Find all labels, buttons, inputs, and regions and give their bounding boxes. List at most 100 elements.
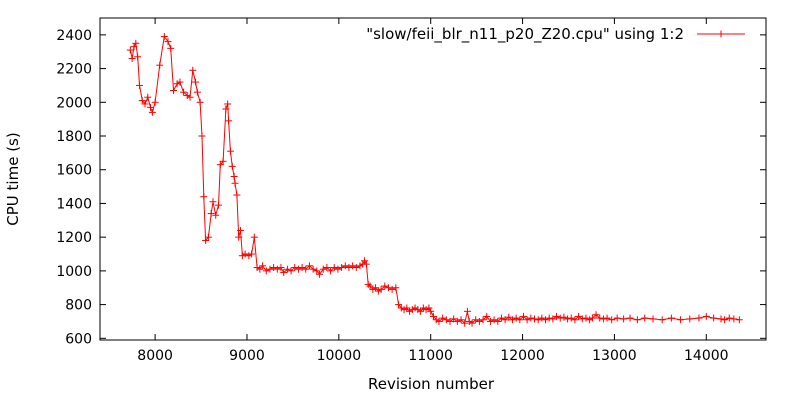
data-point	[439, 314, 447, 322]
data-point	[695, 314, 703, 322]
data-point	[658, 316, 666, 324]
data-point	[534, 316, 542, 324]
data-point	[126, 46, 134, 54]
data-point	[224, 100, 232, 108]
data-point	[735, 316, 743, 324]
data-point	[377, 285, 385, 293]
y-tick-label: 600	[65, 331, 92, 347]
y-tick-label: 1400	[56, 196, 92, 212]
data-point	[352, 264, 360, 272]
data-point	[136, 81, 144, 89]
data-point	[564, 315, 572, 323]
data-point	[527, 314, 535, 322]
x-axis-title: Revision number	[368, 375, 495, 393]
x-tick-label: 14000	[684, 348, 729, 364]
data-point	[341, 262, 349, 270]
data-point	[435, 317, 443, 325]
data-point	[599, 315, 607, 323]
data-point	[603, 314, 611, 322]
data-point	[575, 312, 583, 320]
data-point	[196, 98, 204, 106]
data-point	[262, 267, 270, 275]
data-point	[134, 53, 142, 61]
data-point	[730, 315, 738, 323]
data-point	[198, 132, 206, 140]
data-point	[294, 265, 302, 273]
data-point	[323, 264, 331, 272]
data-point	[192, 78, 200, 86]
data-point	[641, 314, 649, 322]
data-point	[384, 284, 392, 292]
data-point	[141, 100, 149, 108]
data-point	[538, 314, 546, 322]
data-point	[486, 317, 494, 325]
x-tick-label: 10000	[317, 348, 362, 364]
data-point	[156, 61, 164, 69]
data-point	[148, 108, 156, 116]
y-tick-label: 1000	[56, 264, 92, 280]
legend-marker	[717, 30, 725, 38]
data-point	[494, 317, 502, 325]
data-point	[549, 315, 557, 323]
x-tick-label: 12000	[500, 348, 545, 364]
data-point	[578, 315, 586, 323]
data-point	[132, 39, 140, 47]
data-point	[461, 319, 469, 327]
data-point	[446, 317, 454, 325]
data-point	[479, 316, 487, 324]
data-point	[442, 316, 450, 324]
data-point	[523, 316, 531, 324]
data-point	[490, 316, 498, 324]
data-point	[298, 264, 306, 272]
y-tick-label: 800	[65, 298, 92, 314]
data-point	[316, 270, 324, 278]
data-point	[291, 264, 299, 272]
data-point	[626, 314, 634, 322]
data-point	[613, 314, 621, 322]
data-point	[497, 314, 505, 322]
data-point	[219, 157, 227, 165]
data-point	[608, 316, 616, 324]
data-point	[144, 93, 152, 101]
data-point	[147, 103, 155, 111]
x-tick-label: 11000	[408, 348, 453, 364]
data-point	[453, 317, 461, 325]
data-point	[560, 313, 568, 321]
data-point	[427, 307, 435, 315]
data-point	[235, 233, 243, 241]
y-tick-label: 1200	[56, 230, 92, 246]
data-point	[167, 44, 175, 52]
data-point	[725, 314, 733, 322]
data-point	[362, 260, 370, 268]
legend-label: "slow/feii_blr_n11_p20_Z20.cpu" using 1:…	[366, 25, 684, 44]
data-point	[151, 98, 159, 106]
data-point	[349, 262, 357, 270]
data-point	[512, 314, 520, 322]
data-point	[237, 226, 245, 234]
data-point	[620, 315, 628, 323]
data-point	[200, 193, 208, 201]
data-point	[277, 264, 285, 272]
data-point	[567, 314, 575, 322]
data-point	[338, 264, 346, 272]
data-point	[345, 264, 353, 272]
data-point	[542, 316, 550, 324]
legend: "slow/feii_blr_n11_p20_Z20.cpu" using 1:…	[366, 25, 745, 44]
data-point	[180, 88, 188, 96]
data-point	[508, 316, 516, 324]
data-point	[330, 264, 338, 272]
data-point	[702, 312, 710, 320]
data-point	[677, 316, 685, 324]
data-point	[667, 314, 675, 322]
x-axis-ticks: 8000 9000 10000 11000 12000 13000 14000	[137, 18, 729, 364]
data-point	[649, 315, 657, 323]
data-point	[287, 267, 295, 275]
data-point	[226, 147, 234, 155]
data-point	[501, 316, 509, 324]
data-point	[450, 315, 458, 323]
data-point	[309, 265, 317, 273]
data-point	[388, 285, 396, 293]
data-point	[248, 250, 256, 258]
data-point	[327, 267, 335, 275]
